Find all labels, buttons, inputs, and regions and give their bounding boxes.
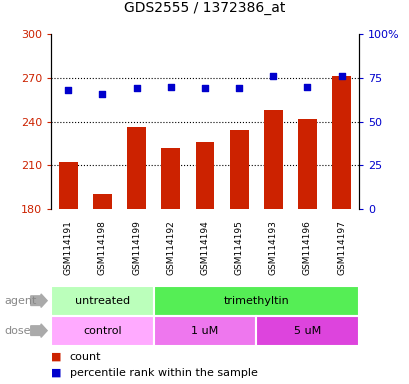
Text: dose: dose [4,326,31,336]
Text: ■: ■ [51,351,62,362]
Point [270,73,276,79]
Text: GSM114197: GSM114197 [336,220,345,275]
Text: GSM114191: GSM114191 [64,220,73,275]
Text: control: control [83,326,121,336]
Point [167,84,174,90]
Point [99,91,106,97]
Bar [263,110,282,209]
Point [201,85,208,91]
Bar [93,194,112,209]
Bar [229,130,248,209]
Bar [153,286,358,316]
Text: GSM114198: GSM114198 [98,220,107,275]
Text: GDS2555 / 1372386_at: GDS2555 / 1372386_at [124,1,285,15]
Point [65,87,72,93]
Text: agent: agent [4,296,36,306]
Text: untreated: untreated [75,296,130,306]
Point [235,85,242,91]
Point [337,73,344,79]
Bar [51,286,153,316]
Point [133,85,139,91]
Text: trimethyltin: trimethyltin [223,296,288,306]
Text: ■: ■ [51,368,62,378]
Bar [161,148,180,209]
Bar [195,142,214,209]
Text: GSM114199: GSM114199 [132,220,141,275]
Bar [153,316,256,346]
Bar [256,316,358,346]
Text: GSM114192: GSM114192 [166,220,175,275]
Bar [297,119,316,209]
Text: GSM114193: GSM114193 [268,220,277,275]
Text: GSM114196: GSM114196 [302,220,311,275]
Text: percentile rank within the sample: percentile rank within the sample [70,368,257,378]
Text: GSM114195: GSM114195 [234,220,243,275]
Text: 1 uM: 1 uM [191,326,218,336]
Bar [127,127,146,209]
Text: 5 uM: 5 uM [293,326,320,336]
Point [303,84,310,90]
Text: GSM114194: GSM114194 [200,220,209,275]
Text: count: count [70,351,101,362]
Bar [331,76,350,209]
Bar [59,162,78,209]
Bar [51,316,153,346]
